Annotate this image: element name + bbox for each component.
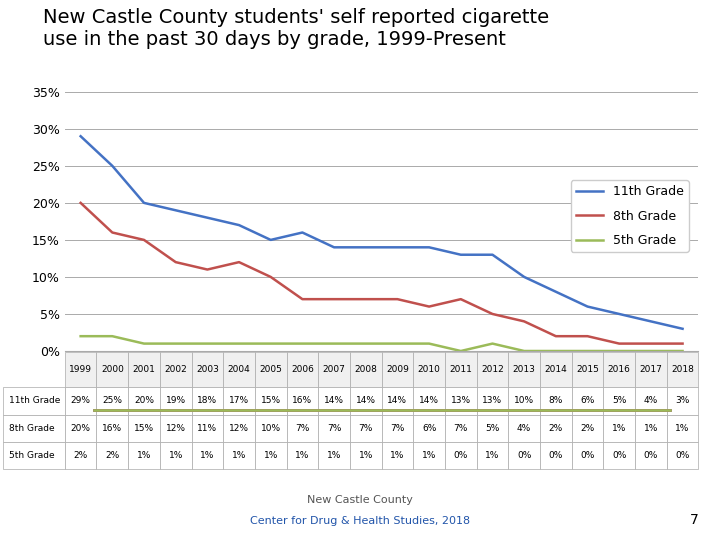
5th Grade [456, 348, 465, 354]
5th Grade [520, 348, 528, 354]
5th Grade [425, 340, 433, 347]
8th Grade [552, 333, 560, 340]
5th Grade [647, 348, 655, 354]
8th Grade [678, 340, 687, 347]
5th Grade [108, 333, 117, 340]
11th Grade [678, 326, 687, 332]
Text: 7: 7 [690, 512, 698, 526]
8th Grade [456, 296, 465, 302]
5th Grade [76, 333, 85, 340]
5th Grade [140, 340, 148, 347]
11th Grade [425, 244, 433, 251]
8th Grade [108, 230, 117, 236]
5th Grade [678, 348, 687, 354]
8th Grade [330, 296, 338, 302]
11th Grade [456, 252, 465, 258]
5th Grade [552, 348, 560, 354]
5th Grade [266, 340, 275, 347]
8th Grade [425, 303, 433, 310]
8th Grade [266, 274, 275, 280]
5th Grade [393, 340, 402, 347]
8th Grade [583, 333, 592, 340]
Line: 8th Grade: 8th Grade [81, 203, 683, 343]
8th Grade [647, 340, 655, 347]
8th Grade [140, 237, 148, 243]
11th Grade [330, 244, 338, 251]
11th Grade [140, 200, 148, 206]
Line: 11th Grade: 11th Grade [81, 136, 683, 329]
11th Grade [552, 288, 560, 295]
8th Grade [298, 296, 307, 302]
Line: 5th Grade: 5th Grade [81, 336, 683, 351]
11th Grade [298, 230, 307, 236]
11th Grade [488, 252, 497, 258]
Text: use in the past 30 days by grade, 1999-Present: use in the past 30 days by grade, 1999-P… [43, 30, 506, 49]
Legend: 11th Grade, 8th Grade, 5th Grade: 11th Grade, 8th Grade, 5th Grade [571, 180, 689, 252]
5th Grade [298, 340, 307, 347]
5th Grade [361, 340, 370, 347]
5th Grade [615, 348, 624, 354]
Text: New Castle County: New Castle County [307, 495, 413, 505]
5th Grade [203, 340, 212, 347]
8th Grade [76, 200, 85, 206]
11th Grade [171, 207, 180, 213]
5th Grade [330, 340, 338, 347]
5th Grade [171, 340, 180, 347]
8th Grade [615, 340, 624, 347]
8th Grade [171, 259, 180, 265]
11th Grade [76, 133, 85, 139]
5th Grade [488, 340, 497, 347]
8th Grade [235, 259, 243, 265]
8th Grade [361, 296, 370, 302]
5th Grade [583, 348, 592, 354]
8th Grade [393, 296, 402, 302]
11th Grade [203, 214, 212, 221]
8th Grade [520, 318, 528, 325]
Text: Center for Drug & Health Studies, 2018: Center for Drug & Health Studies, 2018 [250, 516, 470, 526]
8th Grade [203, 266, 212, 273]
11th Grade [108, 163, 117, 169]
11th Grade [393, 244, 402, 251]
11th Grade [361, 244, 370, 251]
Text: New Castle County students' self reported cigarette: New Castle County students' self reporte… [43, 8, 549, 27]
11th Grade [520, 274, 528, 280]
8th Grade [488, 310, 497, 317]
11th Grade [266, 237, 275, 243]
11th Grade [235, 222, 243, 228]
5th Grade [235, 340, 243, 347]
11th Grade [647, 318, 655, 325]
11th Grade [583, 303, 592, 310]
11th Grade [615, 310, 624, 317]
